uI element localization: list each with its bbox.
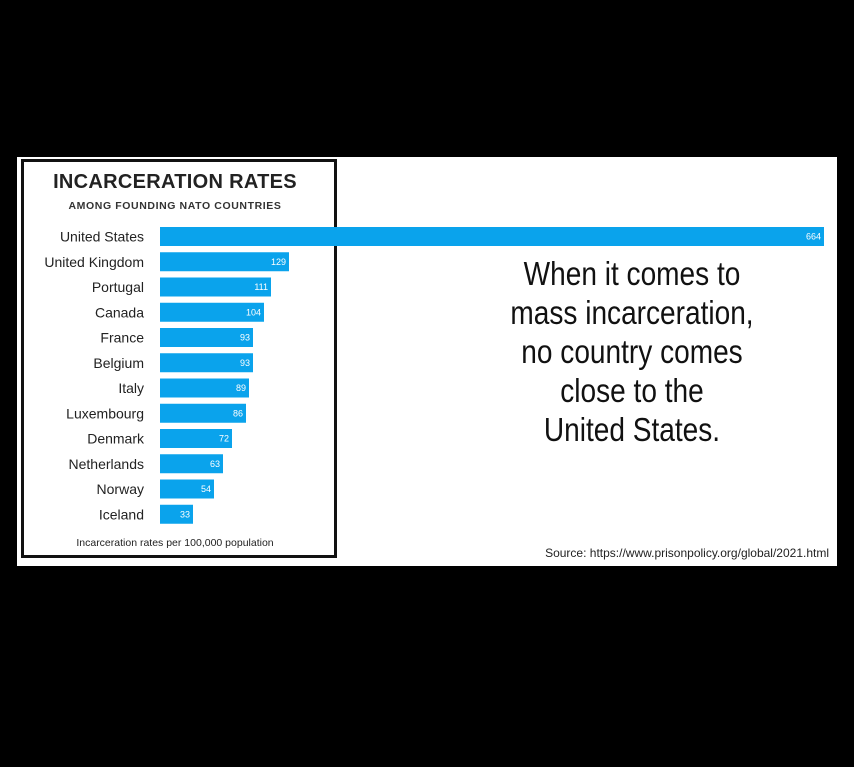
value-label: 93 — [240, 333, 250, 343]
slide-panel: INCARCERATION RATES AMONG FOUNDING NATO … — [17, 157, 837, 566]
chart-subtitle: AMONG FOUNDING NATO COUNTRIES — [68, 200, 282, 212]
message-line: mass incarceration, — [510, 294, 754, 331]
category-label: Iceland — [99, 506, 144, 522]
value-label: 86 — [233, 408, 243, 418]
category-label: France — [100, 330, 144, 346]
value-label: 104 — [246, 307, 261, 317]
bar — [160, 504, 193, 524]
category-label: Canada — [95, 304, 144, 320]
value-label: 664 — [806, 232, 821, 242]
bar — [160, 378, 249, 398]
category-label: Luxembourg — [66, 405, 144, 421]
bar — [160, 429, 232, 448]
value-label: 111 — [254, 282, 268, 292]
value-label: 93 — [240, 358, 250, 368]
chart-title: INCARCERATION RATES — [53, 171, 297, 193]
message-line: no country comes — [521, 333, 743, 370]
category-label: Denmark — [87, 431, 145, 447]
message-line: United States. — [543, 411, 721, 448]
headline-message: When it comes to mass incarceration, no … — [488, 254, 777, 449]
category-label: Belgium — [93, 355, 144, 371]
category-label: Norway — [97, 481, 144, 497]
value-label: 33 — [180, 509, 190, 519]
message-line: close to the — [560, 372, 704, 409]
value-label: 72 — [219, 434, 229, 444]
bar — [160, 302, 264, 322]
bar — [160, 403, 246, 423]
bar — [160, 227, 824, 246]
category-label: Portugal — [92, 279, 144, 295]
source-citation: Source: https://www.prisonpolicy.org/glo… — [545, 546, 829, 560]
value-label: 129 — [271, 257, 286, 267]
message-line: When it comes to — [523, 255, 741, 292]
bar-chart: United States 664 United Kingdom 129 Portuga… — [44, 227, 824, 524]
category-label: Italy — [118, 380, 144, 396]
bar — [160, 454, 223, 474]
value-label: 54 — [201, 484, 211, 494]
category-label: United States — [60, 229, 144, 245]
bar — [160, 328, 253, 347]
value-label: 89 — [236, 383, 246, 393]
category-label: Netherlands — [69, 456, 145, 472]
bar — [160, 252, 289, 272]
bar — [160, 479, 214, 499]
chart-footnote: Incarceration rates per 100,000 populati… — [76, 537, 274, 549]
bar — [160, 277, 271, 297]
value-label: 63 — [210, 459, 220, 469]
bar — [160, 353, 253, 373]
category-label: United Kingdom — [44, 254, 144, 270]
chart-frame — [21, 159, 337, 558]
